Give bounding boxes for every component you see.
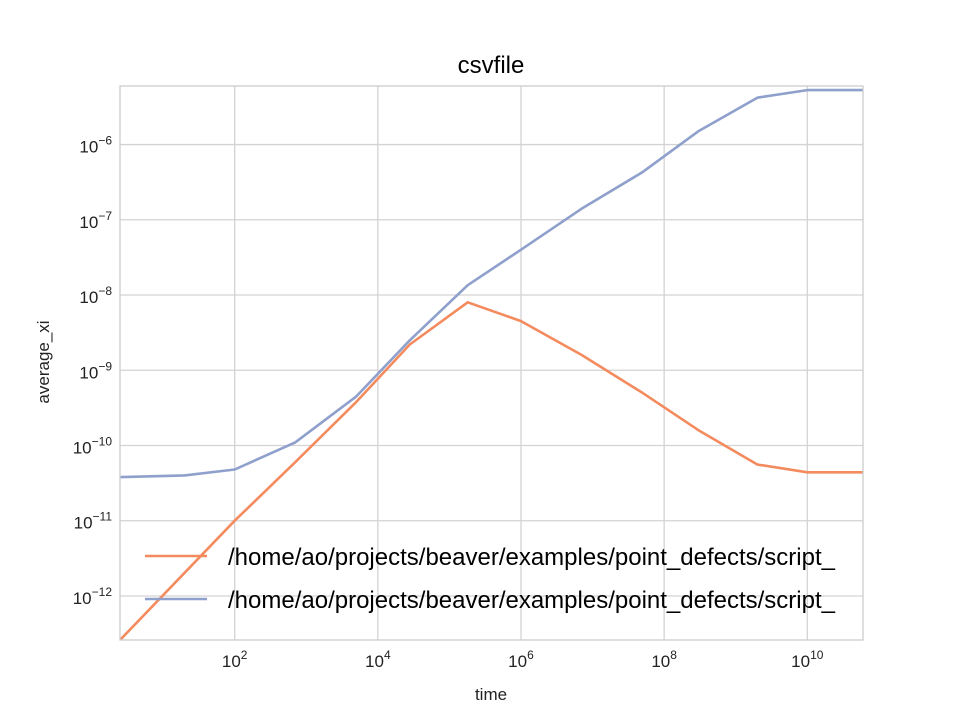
series-line-1 <box>120 300 863 640</box>
x-tick-label: 102 <box>222 648 248 671</box>
x-tick-label: 108 <box>651 648 677 671</box>
grid <box>120 86 863 640</box>
y-tick-label: 10−11 <box>74 510 113 533</box>
y-tick-label: 10−8 <box>79 284 112 307</box>
x-axis-label: time <box>475 685 507 704</box>
x-tick-label: 106 <box>508 648 534 671</box>
x-tick-label: 104 <box>365 648 391 671</box>
series-layer <box>120 88 863 640</box>
legend-label-1: /home/ao/projects/beaver/examples/point_… <box>228 544 836 571</box>
x-tick-label: 1010 <box>791 648 824 671</box>
y-tick-label: 10−6 <box>79 134 112 157</box>
y-tick-label: 10−9 <box>79 359 112 382</box>
y-tick-label: 10−7 <box>79 209 112 232</box>
tick-labels: 102 104 106 108 1010 10−12 10−11 10−10 10−9 10−8 1… <box>73 134 824 671</box>
y-tick-label: 10−10 <box>73 435 113 458</box>
chart-title: csvfile <box>458 52 525 79</box>
y-tick-label: 10−12 <box>73 585 113 608</box>
y-axis-label: average_xi <box>34 320 53 403</box>
legend: /home/ao/projects/beaver/examples/point_… <box>145 544 836 614</box>
series-line-2 <box>120 88 863 479</box>
plot-frame <box>119 85 864 641</box>
legend-label-2: /home/ao/projects/beaver/examples/point_… <box>228 587 836 614</box>
